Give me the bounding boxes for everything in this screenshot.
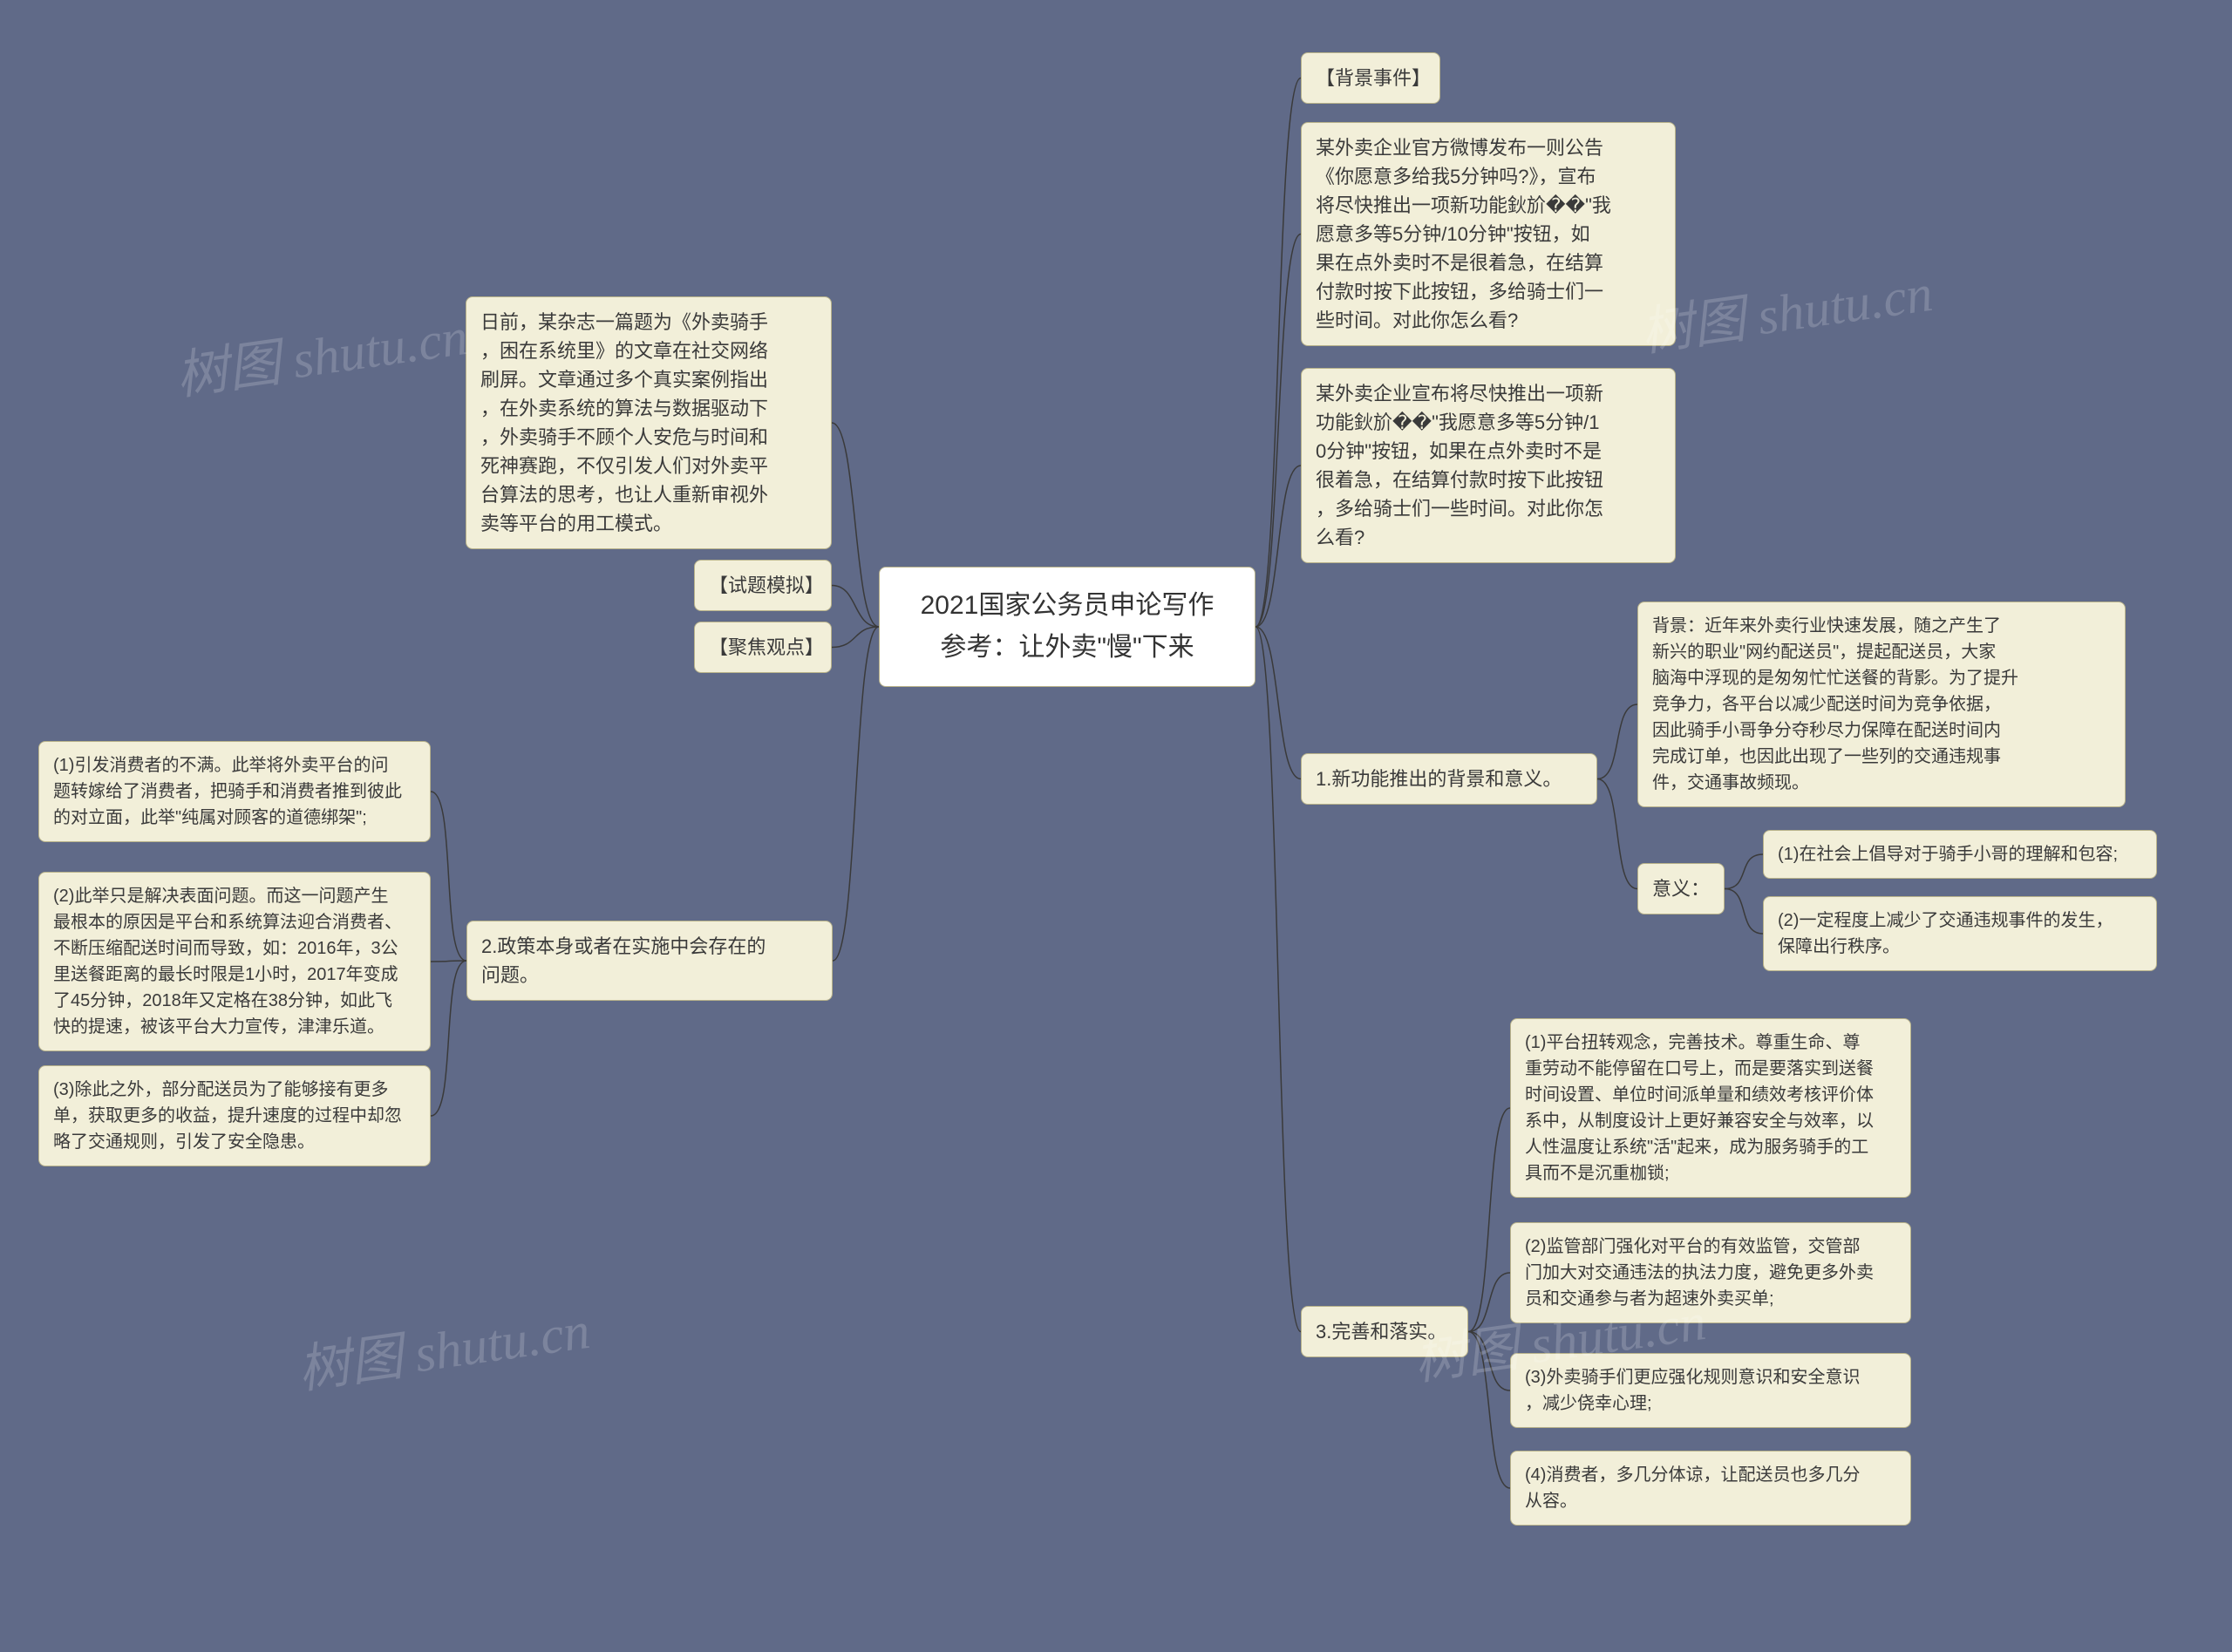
connector: [431, 961, 466, 962]
node-l3: 【聚焦观点】: [694, 622, 832, 673]
connector: [1468, 1108, 1510, 1332]
node-r4a: 背景：近年来外卖行业快速发展，随之产生了新兴的职业"网约配送员"，提起配送员，大…: [1637, 602, 2126, 807]
connector: [1725, 854, 1763, 889]
node-l2: 【试题模拟】: [694, 560, 832, 611]
connector: [833, 627, 879, 961]
node-r4b1: (1)在社会上倡导对于骑手小哥的理解和包容;: [1763, 830, 2157, 879]
node-l1: 日前，某杂志一篇题为《外卖骑手，困在系统里》的文章在社交网络刷屏。文章通过多个真…: [466, 296, 832, 549]
connector: [1468, 1273, 1510, 1332]
connector: [1256, 78, 1301, 628]
node-r5: 3.完善和落实。: [1301, 1306, 1468, 1357]
watermark-text: 树图 shutu.cn: [293, 1288, 594, 1404]
central-node: 2021国家公务员申论写作参考：让外卖"慢"下来: [879, 567, 1256, 687]
node-r4b: 意义：: [1637, 863, 1725, 914]
node-r5d: (4)消费者，多几分体谅，让配送员也多几分从容。: [1510, 1451, 1911, 1526]
node-l4b: (2)此举只是解决表面问题。而这一问题产生最根本的原因是平台和系统算法迎合消费者…: [38, 872, 431, 1051]
node-r5b: (2)监管部门强化对平台的有效监管，交管部门加大对交通违法的执法力度，避免更多外…: [1510, 1222, 1911, 1323]
node-r3: 某外卖企业宣布将尽快推出一项新功能鈥斺��"我愿意多等5分钟/10分钟"按钮，如…: [1301, 368, 1676, 563]
node-l4a: (1)引发消费者的不满。此举将外卖平台的问题转嫁给了消费者，把骑手和消费者推到彼…: [38, 741, 431, 842]
connector: [1468, 1332, 1510, 1391]
node-l4: 2.政策本身或者在实施中会存在的问题。: [466, 921, 833, 1001]
connector: [1256, 235, 1301, 628]
node-l4c: (3)除此之外，部分配送员为了能够接有更多单，获取更多的收益，提升速度的过程中却…: [38, 1065, 431, 1166]
connector: [832, 586, 879, 628]
connector: [431, 792, 466, 961]
watermark-text: 树图 shutu.cn: [171, 294, 472, 410]
connector: [1597, 779, 1637, 889]
node-r5a: (1)平台扭转观念，完善技术。尊重生命、尊重劳动不能停留在口号上，而是要落实到送…: [1510, 1018, 1911, 1198]
connector: [832, 627, 879, 648]
connector: [1256, 627, 1301, 779]
watermark-text: 树图 shutu.cn: [1636, 250, 1936, 366]
connector: [832, 423, 879, 627]
connector: [1468, 1332, 1510, 1489]
node-r5c: (3)外卖骑手们更应强化规则意识和安全意识，减少侥幸心理;: [1510, 1353, 1911, 1428]
connector: [1597, 704, 1637, 779]
node-r4: 1.新功能推出的背景和意义。: [1301, 753, 1597, 805]
node-r4b2: (2)一定程度上减少了交通违规事件的发生，保障出行秩序。: [1763, 896, 2157, 971]
connector: [1725, 889, 1763, 935]
connector: [1256, 466, 1301, 627]
connector: [1256, 627, 1301, 1332]
node-r2: 某外卖企业官方微博发布一则公告《你愿意多给我5分钟吗?》，宣布将尽快推出一项新功…: [1301, 122, 1676, 346]
node-r1: 【背景事件】: [1301, 52, 1440, 104]
connector: [431, 961, 466, 1116]
